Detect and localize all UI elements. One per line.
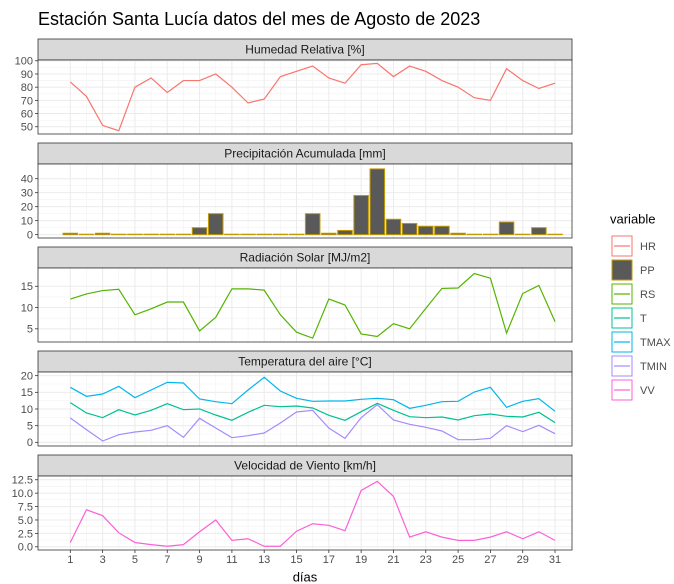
y-tick-label: 10 (21, 404, 33, 416)
x-tick-label: 5 (132, 554, 138, 566)
legend-title: variable (610, 211, 656, 226)
legend-label: T (640, 313, 647, 325)
x-tick-label: 19 (355, 554, 367, 566)
y-tick-label: 80 (21, 82, 33, 94)
line-series (69, 402, 556, 424)
x-tick-label: 31 (549, 554, 561, 566)
x-tick-label: 11 (226, 554, 237, 566)
bar (434, 225, 450, 236)
y-tick-label: 0 (27, 437, 33, 449)
y-tick-label: 0.0 (18, 542, 33, 554)
legend-label: TMAX (640, 337, 671, 349)
y-tick-label: 10 (21, 302, 33, 314)
x-tick-label: 3 (100, 554, 106, 566)
bar (450, 232, 466, 236)
legend-label: HR (640, 241, 656, 253)
y-tick-label: 10 (21, 216, 33, 228)
x-tick-label: 15 (290, 554, 302, 566)
x-tick-label: 7 (164, 554, 170, 566)
panel-border (37, 267, 573, 343)
y-tick-label: 15 (21, 281, 33, 293)
bar (418, 225, 434, 236)
line-series (69, 403, 556, 442)
strip-label: Humedad Relativa [%] (245, 43, 364, 57)
bar (531, 227, 547, 236)
line-series (69, 62, 556, 132)
panel-border (37, 59, 573, 135)
y-tick-label: 10.0 (12, 488, 33, 500)
x-axis-label: días (293, 569, 318, 584)
y-tick-label: 7.5 (18, 501, 33, 513)
legend-label: RS (640, 289, 655, 301)
y-tick-label: 12.5 (12, 475, 33, 487)
y-tick-label: 20 (21, 202, 33, 214)
x-tick-label: 1 (67, 554, 73, 566)
line-series (69, 480, 556, 547)
y-tick-label: 90 (21, 69, 33, 81)
strip-label: Precipitación Acumulada [mm] (224, 147, 385, 161)
x-tick-label: 25 (452, 554, 464, 566)
bar (498, 221, 515, 236)
x-tick-label: 17 (323, 554, 335, 566)
legend-label: VV (640, 385, 655, 397)
bar (369, 168, 386, 236)
bar (401, 222, 418, 236)
x-tick-label: 9 (197, 554, 203, 566)
y-tick-label: 20 (21, 371, 33, 383)
y-tick-label: 15 (21, 387, 33, 399)
panel (38, 268, 572, 342)
y-tick-label: 30 (21, 188, 33, 200)
bar (353, 194, 369, 236)
bar (94, 232, 111, 236)
line-series (70, 272, 556, 339)
bar (304, 213, 321, 236)
panel-border (37, 475, 573, 551)
y-tick-label: 40 (21, 174, 33, 186)
line-series (70, 376, 556, 412)
panel (38, 60, 572, 134)
x-tick-label: 29 (517, 554, 529, 566)
y-tick-label: 2.5 (18, 528, 33, 540)
legend-label: PP (640, 265, 655, 277)
y-tick-label: 100 (15, 56, 33, 68)
bar (191, 227, 208, 236)
bar (385, 218, 402, 236)
y-tick-label: 0 (27, 230, 33, 242)
x-tick-label: 21 (387, 554, 399, 566)
legend-key (611, 259, 633, 281)
x-tick-label: 13 (258, 554, 270, 566)
y-tick-label: 5 (27, 421, 33, 433)
chart-title: Estación Santa Lucía datos del mes de Ag… (38, 9, 480, 29)
legend-label: TMIN (640, 361, 667, 373)
x-tick-label: 23 (420, 554, 432, 566)
bar (337, 229, 353, 236)
strip-label: Velocidad de Viento [km/h] (234, 459, 376, 473)
y-tick-label: 5 (27, 324, 33, 336)
panel-border (37, 371, 573, 447)
x-tick-label: 27 (484, 554, 496, 566)
y-tick-label: 70 (21, 95, 33, 107)
y-tick-label: 50 (21, 122, 33, 134)
strip-label: Temperatura del aire [°C] (238, 355, 372, 369)
y-tick-label: 5.0 (18, 515, 33, 527)
y-tick-label: 60 (21, 108, 33, 120)
bar (62, 232, 79, 236)
strip-label: Radiación Solar [MJ/m2] (240, 251, 371, 265)
panel-border (37, 163, 573, 239)
bar (321, 232, 337, 236)
bar (207, 213, 224, 236)
